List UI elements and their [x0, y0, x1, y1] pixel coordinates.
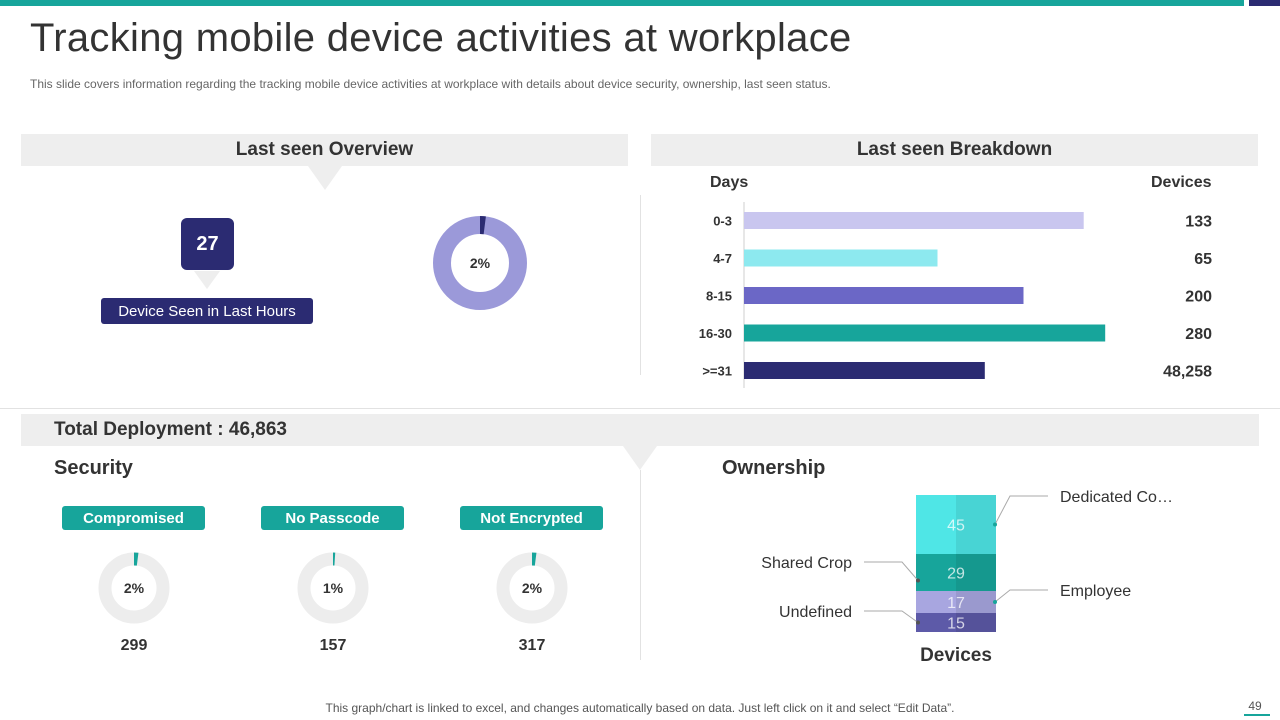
last-seen-donut: 2%	[433, 216, 527, 310]
stack-segment-shade	[956, 613, 996, 632]
stack-series-label: Employee	[1060, 583, 1131, 600]
no-passcode-donut-slice	[333, 552, 336, 566]
no-passcode-percent: 1%	[323, 580, 344, 596]
bar	[744, 212, 1084, 229]
stack-series-label: Shared Crop	[761, 555, 852, 572]
bar-category-label: 4-7	[713, 251, 732, 266]
bar	[744, 249, 938, 267]
days-column-header: Days	[710, 174, 749, 191]
stack-leader-line	[864, 561, 919, 581]
last-seen-donut-label: 2%	[470, 255, 491, 271]
security-item-compromised: Compromised	[62, 506, 205, 530]
lower-divider	[640, 470, 641, 660]
device-count-badge: 27	[181, 218, 234, 270]
stack-value-label: 45	[947, 518, 965, 535]
stack-segment	[916, 495, 996, 554]
last-seen-bar-chart: 0-3 133 4-7 65 8-15 200 16-30 280 >=31 48,258	[699, 202, 1212, 388]
device-count-pointer	[194, 271, 220, 289]
last-seen-donut-slice	[480, 216, 486, 235]
stack-leader-dot	[916, 578, 920, 583]
no-passcode-count: 157	[319, 637, 347, 654]
compromised-donut-slice	[134, 552, 139, 566]
security-item-not-encrypted: Not Encrypted	[460, 506, 603, 530]
bar-category-label: 16-30	[699, 326, 732, 341]
top-accent-bar-dark	[1249, 0, 1280, 6]
compromised-donut: 2%	[98, 552, 170, 624]
not-encrypted-donut-slice	[532, 552, 537, 566]
stack-series-label: Undefined	[779, 604, 852, 621]
bar	[744, 287, 1024, 304]
bar-category-label: 8-15	[706, 289, 732, 304]
bar-value-label: 65	[1194, 251, 1212, 268]
no-passcode-label: No Passcode	[261, 506, 404, 530]
slide-title: Tracking mobile device activities at wor…	[30, 16, 852, 60]
bar-value-label: 133	[1185, 214, 1212, 231]
compromised-count: 299	[120, 637, 148, 654]
breakdown-heading: Last seen Breakdown	[651, 134, 1258, 166]
stack-value-label: 17	[947, 595, 965, 612]
stack-segment-shade	[956, 591, 996, 613]
no-passcode-donut: 1%	[297, 552, 369, 624]
deployment-header: Total Deployment : 46,863	[21, 414, 1259, 446]
upper-divider	[640, 195, 641, 375]
compromised-percent: 2%	[124, 580, 145, 596]
stack-leader-line	[994, 495, 1048, 525]
deployment-pointer	[623, 446, 657, 470]
ownership-stacked-chart: 15 17 29 45 Undefined Employee Shared Crop Dedi…	[761, 489, 1173, 666]
security-item-no-passcode: No Passcode	[261, 506, 404, 530]
bar	[744, 324, 1106, 342]
not-encrypted-count: 317	[518, 637, 546, 654]
bar-category-label: >=31	[702, 364, 732, 379]
bar-value-label: 280	[1185, 326, 1212, 343]
bar-value-label: 200	[1185, 289, 1212, 306]
slide-subtitle: This slide covers information regarding …	[30, 77, 831, 91]
stack-leader-dot	[916, 620, 920, 625]
stack-segment	[916, 554, 996, 591]
overview-heading-pointer	[308, 166, 342, 190]
stack-value-label: 29	[947, 566, 965, 583]
top-accent-bar	[0, 0, 1244, 6]
stack-x-axis-label: Devices	[920, 645, 992, 666]
stack-leader-dot	[993, 600, 997, 604]
overview-heading: Last seen Overview	[21, 134, 628, 166]
ownership-heading: Ownership	[722, 457, 826, 479]
page-number-underline	[1244, 714, 1270, 716]
stack-segment	[916, 613, 996, 632]
stack-series-label: Dedicated Co…	[1060, 489, 1173, 506]
devices-column-header: Devices	[1151, 174, 1212, 191]
not-encrypted-donut: 2%	[496, 552, 568, 624]
compromised-label: Compromised	[62, 506, 205, 530]
stack-leader-dot	[993, 522, 997, 527]
bar-category-label: 0-3	[713, 214, 732, 229]
bar	[744, 362, 985, 379]
not-encrypted-label: Not Encrypted	[460, 506, 603, 530]
stack-value-label: 15	[947, 616, 965, 633]
stack-segment-shade	[956, 554, 996, 591]
stack-segment-shade	[956, 495, 996, 554]
stack-leader-line	[864, 610, 919, 623]
total-deployment-title: Total Deployment : 46,863	[54, 419, 287, 440]
bar-value-label: 48,258	[1163, 364, 1212, 381]
device-seen-label: Device Seen in Last Hours	[101, 298, 313, 324]
page-number: 49	[1248, 699, 1262, 713]
stack-segment	[916, 591, 996, 613]
security-heading: Security	[54, 457, 133, 479]
chart-footnote: This graph/chart is linked to excel, and…	[325, 701, 955, 715]
section-divider	[0, 408, 1280, 409]
stack-leader-line	[994, 589, 1048, 603]
not-encrypted-percent: 2%	[522, 580, 543, 596]
